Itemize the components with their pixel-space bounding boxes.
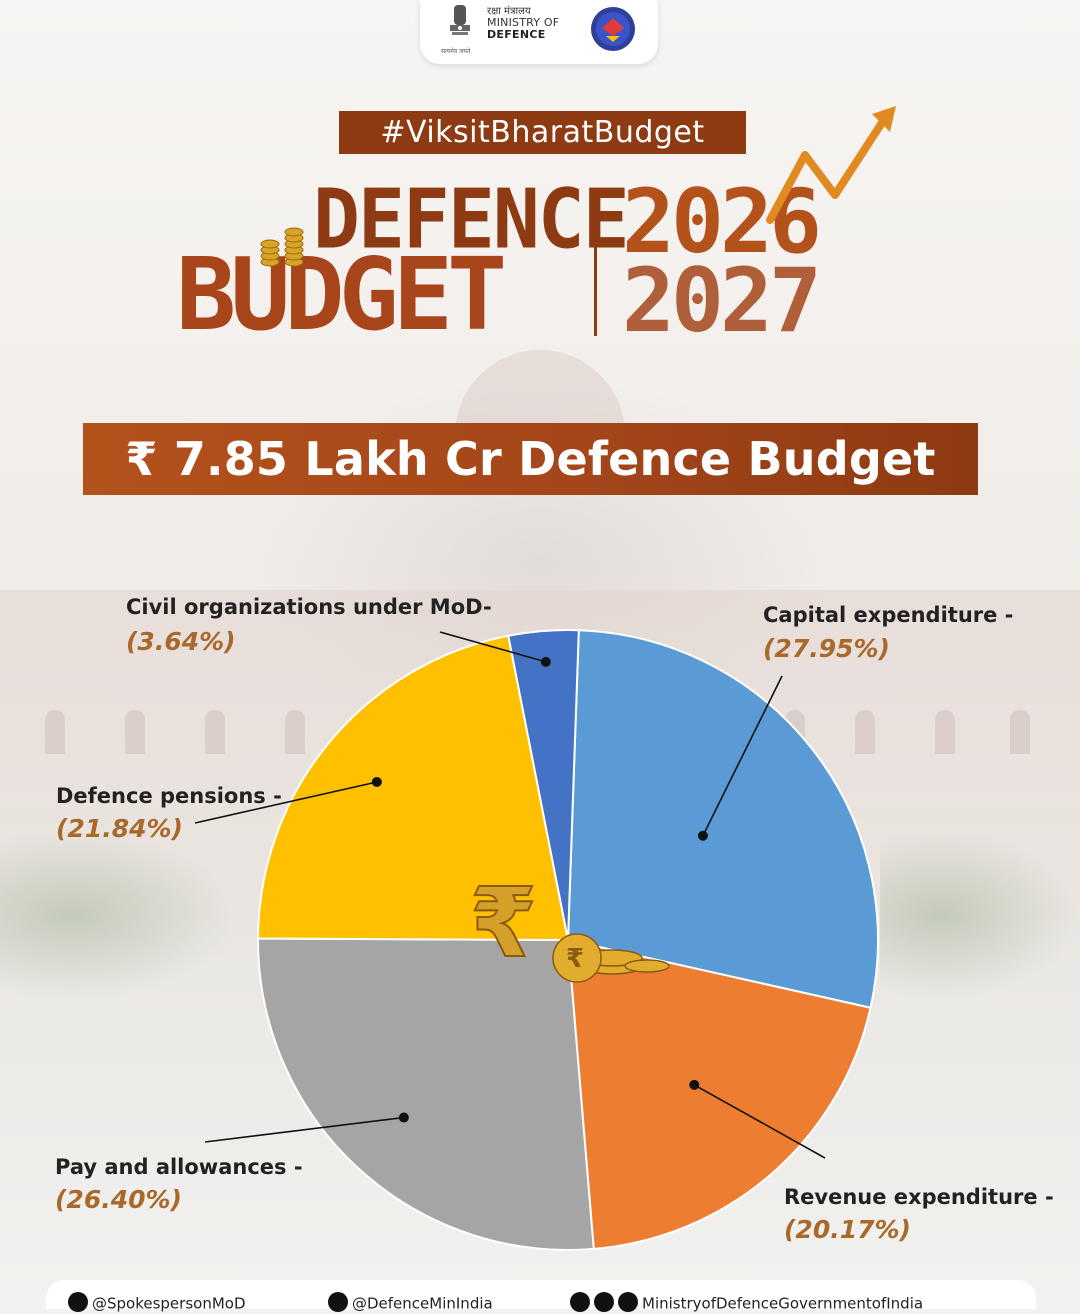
ministry-name-line2: DEFENCE xyxy=(487,28,546,41)
label-defence-pensions: Defence pensions - xyxy=(56,784,282,808)
leader-line xyxy=(693,1084,826,1159)
label-revenue-expenditure: Revenue expenditure - xyxy=(784,1185,1054,1209)
coin-stack-icon xyxy=(260,227,304,267)
background-trees-left xyxy=(0,830,240,1000)
leader-line xyxy=(439,631,547,663)
instagram-icon xyxy=(328,1292,348,1312)
slice-civil-organizations xyxy=(507,629,580,941)
total-budget-banner: ₹ 7.85 Lakh Cr Defence Budget xyxy=(83,423,978,495)
title-budget: BUDGET xyxy=(176,236,507,353)
background-trees-right xyxy=(880,830,1080,1000)
pct-capital-expenditure: (27.95%) xyxy=(763,634,890,663)
national-emblem-icon xyxy=(450,5,470,35)
leader-line xyxy=(702,675,783,837)
footer-handle-instagram[interactable]: @DefenceMinIndia xyxy=(328,1292,493,1314)
leader-line xyxy=(194,781,378,824)
whatsapp-icon xyxy=(570,1292,590,1312)
year-end: 2027 xyxy=(622,249,822,352)
pct-revenue-expenditure: (20.17%) xyxy=(784,1215,911,1244)
facebook-icon xyxy=(594,1292,614,1312)
footer-handle-facebook-youtube[interactable]: MinistryofDefenceGovernmentofIndia xyxy=(570,1292,924,1314)
hashtag-banner: #ViksitBharatBudget xyxy=(339,111,746,154)
slice-revenue-expenditure xyxy=(566,938,872,1251)
ministry-name-line1: MINISTRY OF xyxy=(487,16,560,29)
leader-dot xyxy=(371,776,382,787)
emblem-motto: सत्यमेव जयते xyxy=(441,48,471,55)
label-capital-expenditure: Capital expenditure - xyxy=(763,603,1014,627)
leader-dot xyxy=(697,830,708,841)
pct-defence-pensions: (21.84%) xyxy=(56,814,183,843)
handle-text: @DefenceMinIndia xyxy=(352,1294,493,1313)
label-civil-organizations: Civil organizations under MoD- xyxy=(126,595,492,619)
label-pay-allowances: Pay and allowances - xyxy=(55,1155,303,1179)
ministry-hindi-name: रक्षा मंत्रालय xyxy=(487,6,531,17)
slice-capital-expenditure xyxy=(566,629,879,1009)
title-defence: DEFENCE xyxy=(313,172,630,268)
svg-text:₹: ₹ xyxy=(470,867,537,979)
pct-civil-organizations: (3.64%) xyxy=(126,627,236,656)
youtube-icon xyxy=(618,1292,638,1312)
leader-dot xyxy=(398,1112,409,1123)
slice-pay-allowances xyxy=(257,937,595,1251)
leader-dot xyxy=(540,656,551,667)
slice-defence-pensions xyxy=(256,634,570,942)
leader-line xyxy=(204,1116,404,1143)
handle-text: @SpokespersonMoD xyxy=(92,1294,246,1313)
footer-bar xyxy=(46,1280,1036,1309)
x-icon xyxy=(68,1292,88,1312)
footer-handle-x[interactable]: @SpokespersonMoD xyxy=(68,1292,246,1314)
svg-text:₹: ₹ xyxy=(566,944,584,974)
leader-dot xyxy=(689,1079,700,1090)
rupee-coins-icon: ₹ ₹ xyxy=(469,866,670,983)
growth-arrow-icon xyxy=(766,106,896,224)
title-divider xyxy=(594,190,597,336)
pct-pay-allowances: (26.40%) xyxy=(55,1185,182,1214)
handle-text: MinistryofDefenceGovernmentofIndia xyxy=(642,1294,924,1313)
tri-services-seal-icon xyxy=(591,7,635,51)
